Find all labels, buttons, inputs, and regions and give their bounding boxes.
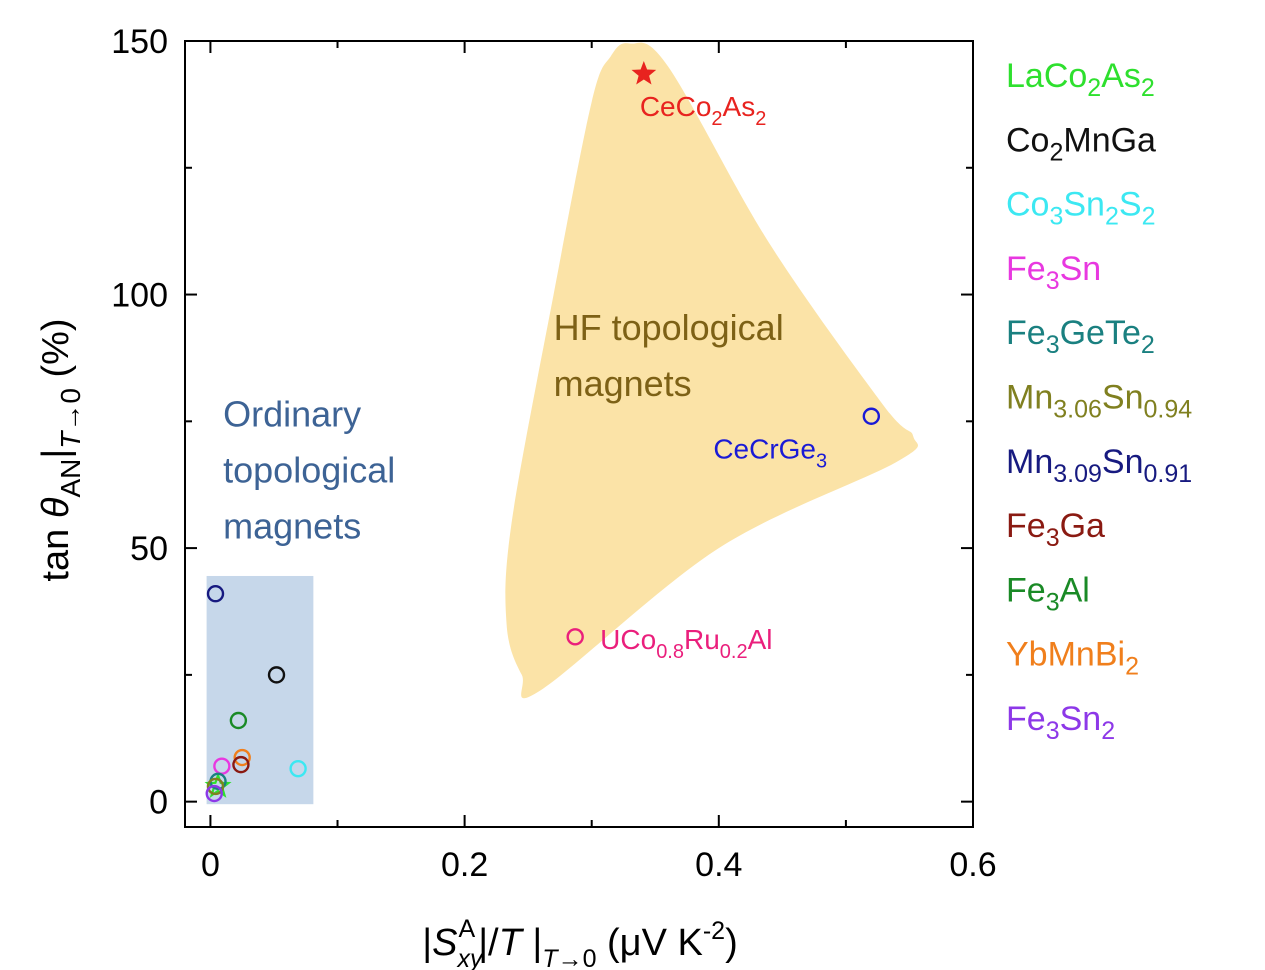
legend-entry: Mn3.09Sn0.91 [1006,443,1192,488]
x-tick-label: 0.2 [441,846,488,884]
region-label: HF topological magnets [554,307,784,404]
point-label: CeCrGe3 [713,433,827,472]
data-point [862,407,881,425]
legend-entry: Fe3GeTe2 [1006,314,1155,359]
y-axis-title: tan θAN|T→0 (%) [35,318,86,581]
x-tick-label: 0.6 [949,846,996,884]
data-points [204,61,881,803]
legend-entry: Mn3.06Sn0.94 [1006,379,1192,424]
axis-ticks [185,40,974,827]
data-point [206,777,225,796]
legend-entry: Co3Sn2S2 [1006,186,1155,231]
legend-entry: LaCo2As2 [1006,57,1155,102]
tick-labels: 0 0.2 0.4 0.6 0 50 100 150 [111,23,996,884]
y-tick-label: 0 [149,784,168,822]
regions [206,42,918,805]
data-point [267,666,286,684]
region-labels: Ordinary topological magnets HF topological… [223,307,784,546]
data-point [233,748,251,767]
legend-entry: Fe3Al [1006,571,1090,616]
plot-frame [184,40,974,828]
point-label: UCo0.8Ru0.2Al [600,624,772,663]
data-point-star [631,61,657,85]
legend-entry: Fe3Sn2 [1006,700,1115,745]
legend-entry: Fe3Ga [1006,507,1105,552]
legend-entry: Co2MnGa [1006,121,1156,166]
y-tick-label: 100 [111,277,168,315]
x-axis-title: |SxyA|/T |T→0 (μV K-2) [422,915,737,970]
data-point [566,628,584,646]
point-annotations: CeCo2As2 CeCrGe3 UCo0.8Ru0.2Al [600,91,827,663]
hf-region [505,42,918,699]
ordinary-region [206,575,314,805]
legend: LaCo2As2 Co2MnGa Co3Sn2S2 Fe3Sn Fe3GeTe2 Mn3.… [1006,57,1192,745]
data-point [232,755,250,774]
point-label: CeCo2As2 [640,91,767,130]
data-point [289,759,307,778]
data-point [206,585,225,603]
y-tick-label: 50 [130,530,168,568]
legend-entry: YbMnBi2 [1006,636,1139,681]
region-label: Ordinary topological magnets [223,393,395,546]
x-tick-label: 0 [201,846,220,884]
data-point [205,784,223,803]
data-point [229,711,248,730]
y-tick-label: 150 [111,23,168,61]
legend-entry: Fe3Sn [1006,250,1101,295]
x-tick-label: 0.4 [695,846,742,884]
